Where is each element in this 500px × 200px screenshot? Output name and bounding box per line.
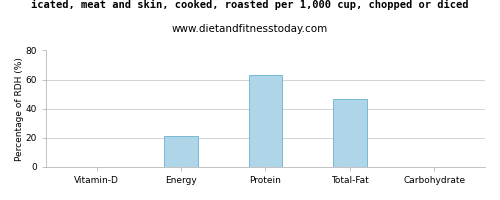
Bar — [248, 75, 282, 167]
Bar — [164, 136, 198, 167]
Text: www.dietandfitnesstoday.com: www.dietandfitnesstoday.com — [172, 24, 328, 34]
Y-axis label: Percentage of RDH (%): Percentage of RDH (%) — [15, 57, 24, 161]
Text: icated, meat and skin, cooked, roasted per 1,000 cup, chopped or diced: icated, meat and skin, cooked, roasted p… — [31, 0, 469, 10]
Bar — [333, 99, 367, 167]
